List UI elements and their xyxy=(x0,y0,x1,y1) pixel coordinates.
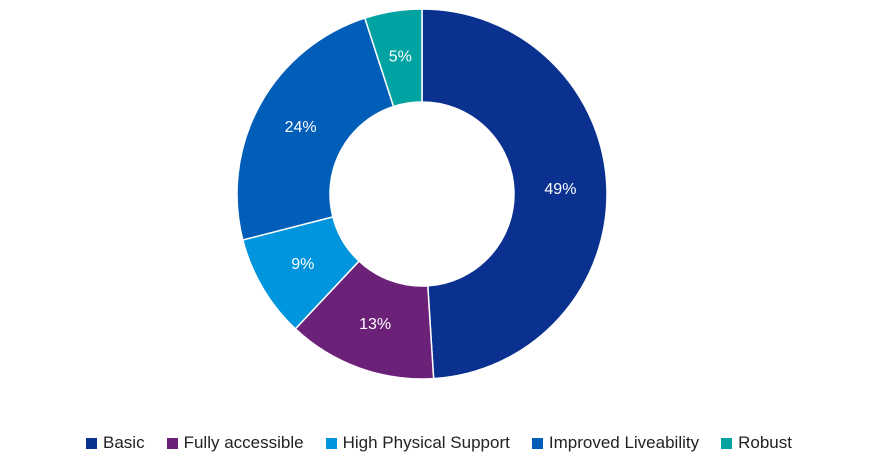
legend-label: Improved Liveability xyxy=(548,433,700,452)
slice-label-basic: 49% xyxy=(544,181,576,198)
legend-item-high-physical-support[interactable]: High Physical Support xyxy=(325,433,510,453)
legend-item-robust[interactable]: Robust xyxy=(721,433,792,453)
legend-swatch xyxy=(86,437,98,449)
slice-robust[interactable] xyxy=(363,8,423,108)
legend-label: High Physical Support xyxy=(342,433,510,452)
legend-item-improved-liveability[interactable]: Improved Liveability xyxy=(531,433,700,453)
donut-chart: 49% 13% 9% 24% 5% xyxy=(236,8,608,380)
slice-label-fully-accessible: 13% xyxy=(359,316,391,333)
legend-swatch xyxy=(531,437,543,449)
slice-basic[interactable] xyxy=(421,8,608,380)
legend-swatch xyxy=(325,437,337,449)
legend-item-fully-accessible[interactable]: Fully accessible xyxy=(166,433,304,453)
legend-swatch xyxy=(166,437,178,449)
legend-label: Fully accessible xyxy=(183,433,304,452)
slice-label-improved-liveability: 24% xyxy=(285,119,317,136)
legend-label: Robust xyxy=(738,433,792,452)
slice-improved-liveability[interactable] xyxy=(236,17,395,241)
chart-legend: Basic Fully accessible High Physical Sup… xyxy=(0,433,878,453)
slice-label-high-physical-support: 9% xyxy=(291,256,314,273)
legend-label: Basic xyxy=(103,433,145,452)
legend-item-basic[interactable]: Basic xyxy=(86,433,145,453)
legend-swatch xyxy=(721,437,733,449)
slice-label-robust: 5% xyxy=(389,49,412,66)
